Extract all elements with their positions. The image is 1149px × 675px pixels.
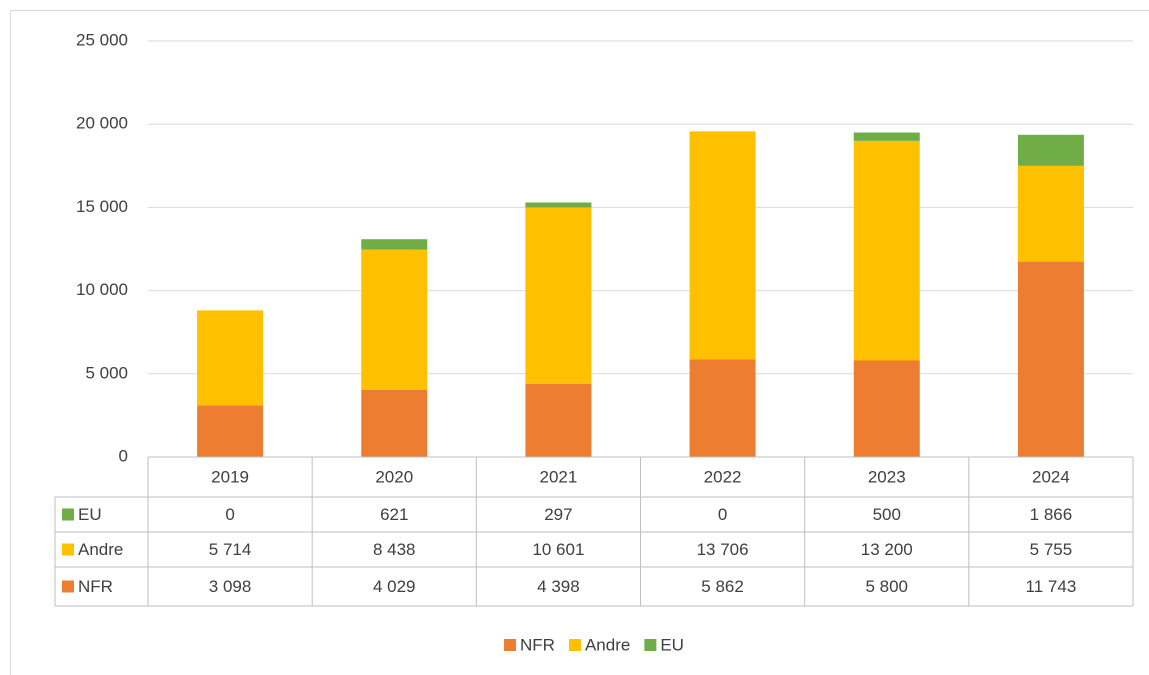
y-tick-label: 25 000 [76,30,128,49]
bar-segment [525,207,592,384]
bar-segment [525,383,592,457]
table-cell: 621 [380,505,408,524]
bar-segment [361,249,428,390]
table-cell: 3 098 [209,577,252,596]
table-row-label: Andre [78,540,123,559]
y-tick-label: 15 000 [76,197,128,216]
table-cell: 13 200 [861,540,913,559]
bar-segment [853,132,920,141]
legend-label: EU [660,635,684,654]
table-cell: 5 800 [865,577,908,596]
table-cell: 11 743 [1026,577,1077,596]
table-cell: 500 [873,505,901,524]
bar-segment [1017,165,1084,262]
bar-segment [197,310,264,406]
table-swatch [62,580,74,593]
bar-segment [853,360,920,457]
table-cell: 10 601 [532,540,584,559]
bar-segment [361,389,428,457]
table-cell: 297 [544,505,572,524]
table-row-label: NFR [78,577,113,596]
table-cell: 4 398 [537,577,580,596]
y-tick-label: 0 [119,446,128,465]
bar-segment [361,239,428,250]
legend-swatch [644,639,657,651]
bar-segment [689,359,756,457]
table-cell: 8 438 [373,540,416,559]
legend-swatch [504,639,517,651]
table-swatch [62,508,74,521]
table-row-label: EU [78,505,102,524]
bar-segment [197,405,264,457]
bar-segment [853,140,920,361]
legend-swatch [568,639,581,651]
table-cell: 5 714 [209,540,252,559]
table-cell: 0 [225,505,234,524]
legend-label: Andre [585,635,630,654]
chart-frame [10,10,1149,675]
table-cell: 0 [718,505,727,524]
x-tick-label: 2019 [211,467,249,486]
x-tick-label: 2020 [375,467,413,486]
y-tick-label: 10 000 [76,280,128,299]
x-tick-label: 2021 [540,467,578,486]
bar-segment [689,131,756,360]
legend-label: NFR [520,635,555,654]
bar-segment [1017,261,1084,457]
table-cell: 4 029 [373,577,416,596]
table-cell: 5 755 [1030,540,1073,559]
table-swatch [62,543,74,556]
y-tick-label: 20 000 [76,114,128,133]
table-cell: 13 706 [697,540,749,559]
table-cell: 5 862 [701,577,744,596]
x-tick-label: 2022 [704,467,742,486]
bar-segment [1017,134,1084,166]
table-cell: 1 866 [1030,505,1073,524]
bar-segment [525,202,592,208]
y-tick-label: 5 000 [85,363,128,382]
x-tick-label: 2023 [868,467,906,486]
x-tick-label: 2024 [1032,467,1070,486]
